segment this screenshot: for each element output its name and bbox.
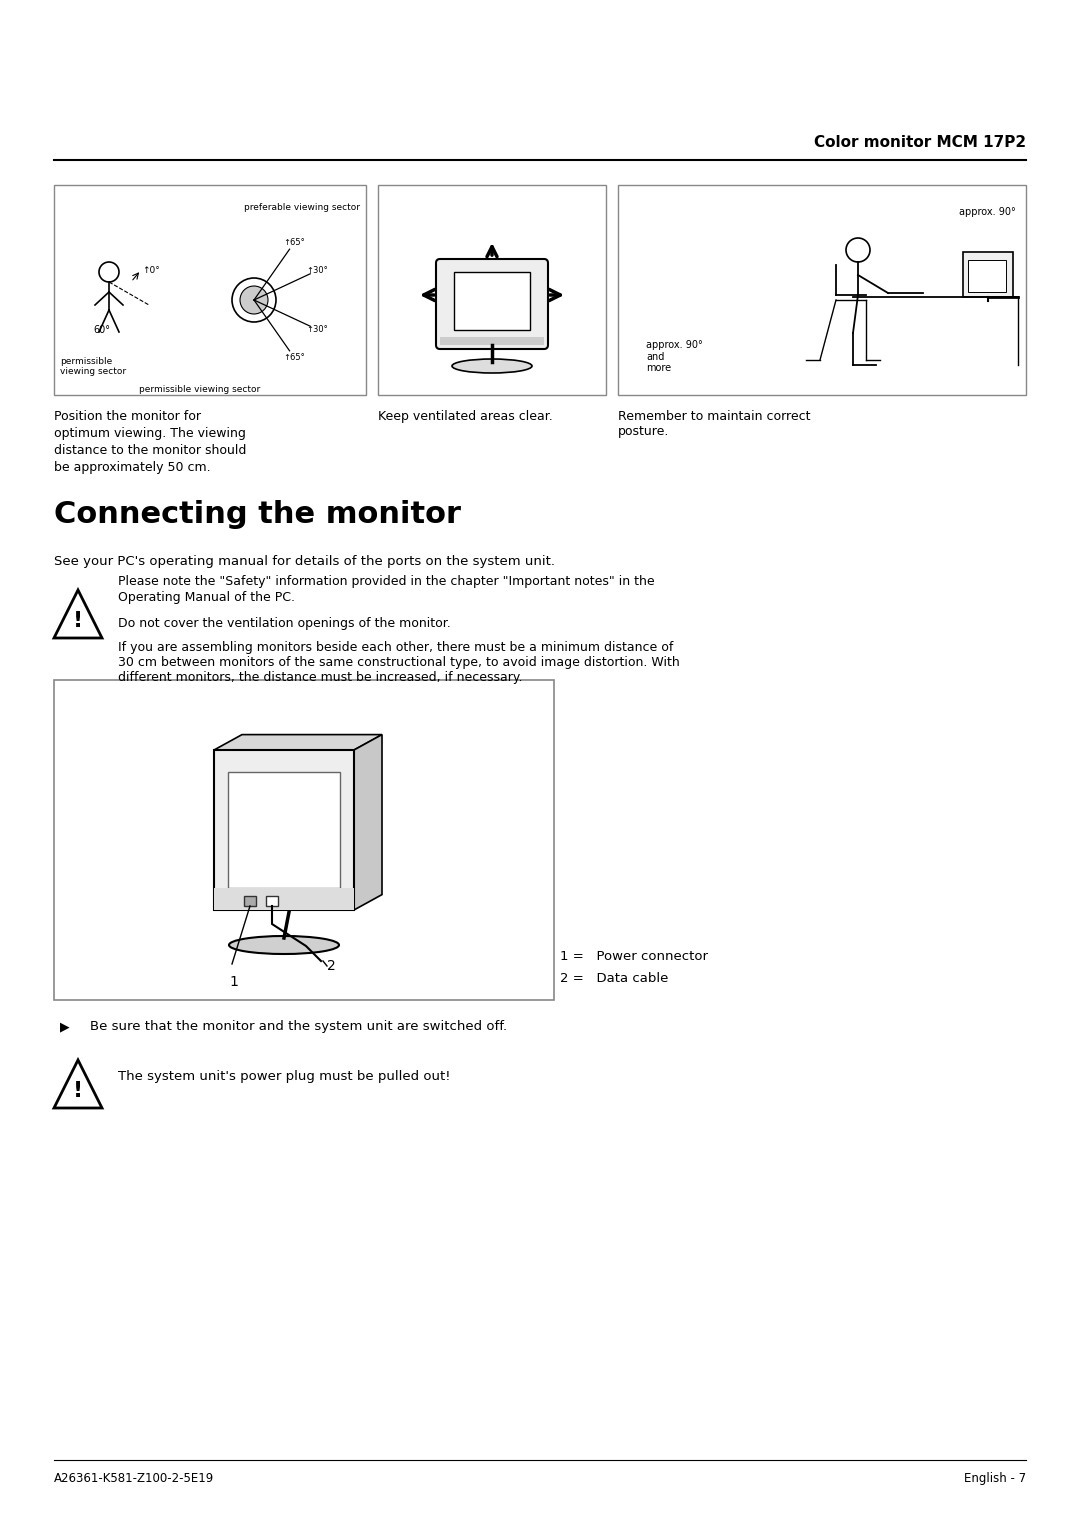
Text: 1 =   Power connector: 1 = Power connector	[561, 950, 708, 963]
Ellipse shape	[229, 937, 339, 953]
Text: !: !	[73, 611, 83, 631]
Text: permissible
viewing sector: permissible viewing sector	[60, 358, 126, 376]
FancyBboxPatch shape	[436, 260, 548, 348]
Text: 2: 2	[326, 960, 336, 973]
Bar	[378, 185, 606, 396]
Text: Remember to maintain correct
posture.: Remember to maintain correct posture.	[618, 410, 810, 439]
Text: ↑65°: ↑65°	[283, 238, 305, 248]
Text: ↑30°: ↑30°	[307, 266, 328, 275]
Bar	[440, 338, 544, 345]
Bar	[244, 895, 256, 906]
Bar	[214, 750, 354, 911]
Text: Connecting the monitor: Connecting the monitor	[54, 500, 461, 529]
Text: 1: 1	[230, 975, 239, 989]
Text: Position the monitor for
optimum viewing. The viewing
distance to the monitor sh: Position the monitor for optimum viewing…	[54, 410, 246, 474]
Text: ▶: ▶	[60, 1021, 69, 1033]
Polygon shape	[354, 735, 382, 911]
Bar	[54, 680, 554, 999]
Text: ↑30°: ↑30°	[307, 325, 328, 335]
Bar	[228, 772, 340, 888]
Text: If you are assembling monitors beside each other, there must be a minimum distan: If you are assembling monitors beside ea…	[118, 642, 679, 685]
Text: Be sure that the monitor and the system unit are switched off.: Be sure that the monitor and the system …	[90, 1021, 508, 1033]
Text: 2 =   Data cable: 2 = Data cable	[561, 972, 669, 986]
Text: approx. 90°: approx. 90°	[959, 206, 1016, 217]
Bar	[54, 185, 366, 396]
Text: approx. 90°
and
more: approx. 90° and more	[646, 341, 703, 373]
Text: ↑0°: ↑0°	[141, 266, 160, 275]
Bar	[266, 895, 278, 906]
Text: Color monitor MCM 17P2: Color monitor MCM 17P2	[814, 134, 1026, 150]
Text: English - 7: English - 7	[963, 1471, 1026, 1485]
Text: 60°: 60°	[93, 325, 110, 335]
Text: A26361-K581-Z100-2-5E19: A26361-K581-Z100-2-5E19	[54, 1471, 214, 1485]
Text: permissible viewing sector: permissible viewing sector	[139, 385, 260, 394]
Text: Keep ventilated areas clear.: Keep ventilated areas clear.	[378, 410, 553, 423]
Text: preferable viewing sector: preferable viewing sector	[244, 203, 360, 212]
Bar	[963, 252, 1013, 296]
Text: Operating Manual of the PC.: Operating Manual of the PC.	[118, 591, 295, 604]
Bar	[454, 272, 530, 330]
Text: Please note the "Safety" information provided in the chapter "Important notes" i: Please note the "Safety" information pro…	[118, 575, 654, 588]
Bar	[618, 185, 1026, 396]
Text: See your PC's operating manual for details of the ports on the system unit.: See your PC's operating manual for detai…	[54, 555, 555, 568]
Bar	[968, 260, 1005, 292]
Text: !: !	[73, 1082, 83, 1102]
Ellipse shape	[453, 359, 532, 373]
Polygon shape	[214, 735, 382, 750]
Bar	[214, 888, 354, 911]
Text: ↑65°: ↑65°	[283, 353, 305, 362]
Circle shape	[240, 286, 268, 313]
Text: The system unit's power plug must be pulled out!: The system unit's power plug must be pul…	[118, 1070, 450, 1083]
Text: Do not cover the ventilation openings of the monitor.: Do not cover the ventilation openings of…	[118, 617, 450, 630]
